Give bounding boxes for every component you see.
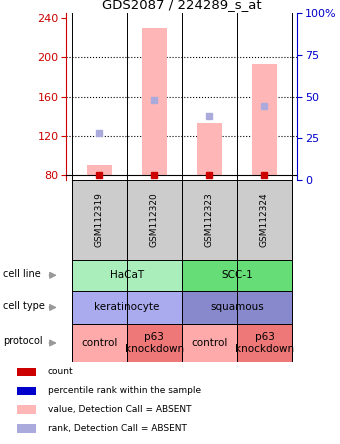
Bar <box>17 368 36 376</box>
Text: rank, Detection Call = ABSENT: rank, Detection Call = ABSENT <box>48 424 186 433</box>
Bar <box>142 28 167 175</box>
Title: GDS2087 / 224289_s_at: GDS2087 / 224289_s_at <box>102 0 262 11</box>
Text: p63
knockdown: p63 knockdown <box>235 332 294 354</box>
Text: keratinocyte: keratinocyte <box>94 302 159 313</box>
Text: squamous: squamous <box>210 302 264 313</box>
Bar <box>127 324 182 362</box>
Text: control: control <box>191 338 227 348</box>
Text: SCC-1: SCC-1 <box>221 270 253 280</box>
Text: protocol: protocol <box>3 336 43 346</box>
Bar <box>87 165 112 175</box>
Bar <box>72 180 127 260</box>
Text: control: control <box>81 338 118 348</box>
Bar <box>72 260 182 291</box>
Bar <box>127 180 182 260</box>
Text: GSM112319: GSM112319 <box>95 192 104 247</box>
Text: value, Detection Call = ABSENT: value, Detection Call = ABSENT <box>48 405 191 414</box>
Bar <box>72 324 127 362</box>
Text: p63
knockdown: p63 knockdown <box>125 332 184 354</box>
Bar <box>182 291 292 324</box>
Bar <box>17 424 36 432</box>
Bar <box>182 324 237 362</box>
Bar <box>237 180 292 260</box>
Text: cell line: cell line <box>3 269 41 279</box>
Bar <box>72 291 182 324</box>
Bar <box>17 405 36 414</box>
Bar <box>197 123 222 175</box>
Bar <box>182 180 237 260</box>
Text: GSM112324: GSM112324 <box>260 192 269 247</box>
Text: cell type: cell type <box>3 301 45 311</box>
Text: HaCaT: HaCaT <box>110 270 144 280</box>
Bar <box>182 260 292 291</box>
Bar <box>237 324 292 362</box>
Text: percentile rank within the sample: percentile rank within the sample <box>48 386 201 395</box>
Bar <box>17 386 36 395</box>
Text: count: count <box>48 367 73 376</box>
Text: GSM112323: GSM112323 <box>205 192 214 247</box>
Text: GSM112320: GSM112320 <box>150 192 159 247</box>
Bar <box>252 64 277 175</box>
